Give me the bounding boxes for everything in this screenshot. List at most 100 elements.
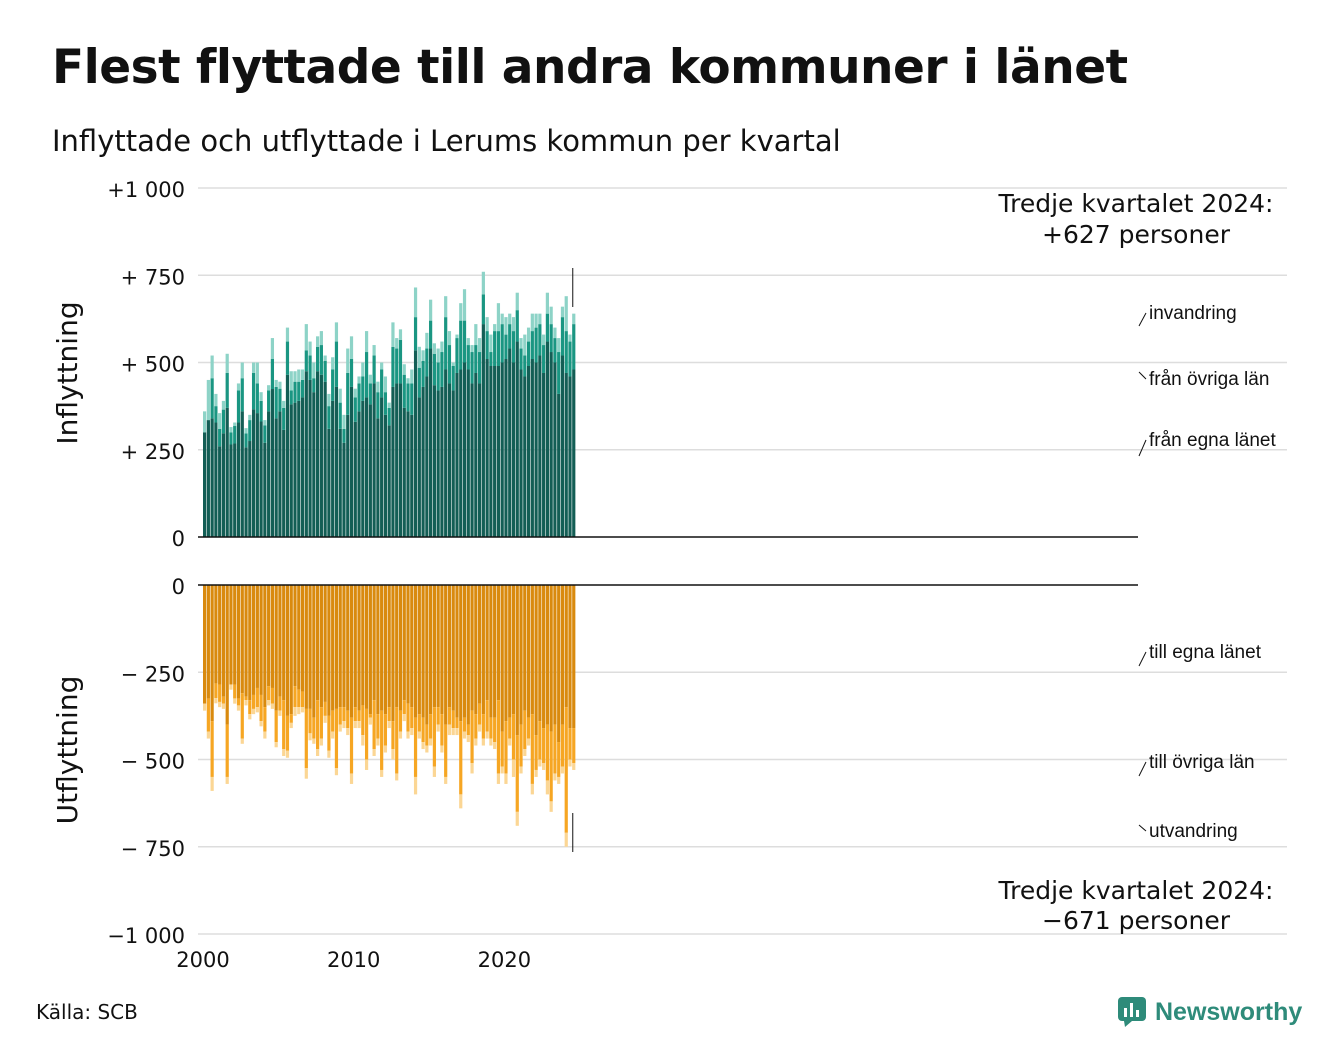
bar-in-ovriga [500,324,504,363]
bar-in-invandring [387,402,391,408]
bar-ut-utvandring [387,721,391,729]
series-label: till övriga län [1149,752,1255,773]
bar-ut-utvandring [410,728,414,736]
bar-in-egna [308,379,312,537]
bar-ut-ovriga [560,724,565,767]
bar-in-egna [545,341,549,537]
upper-y-axis-title: Inflyttning [51,301,84,444]
leader-line [1138,312,1147,327]
bar-in-ovriga [319,345,323,375]
bar-in-egna [466,369,470,537]
bar-ut-ovriga [553,724,557,774]
bar-chart-speech-bubble-icon [1118,997,1146,1027]
bar-ut-egna [319,585,323,708]
bar-in-invandring [553,327,557,339]
bar-in-ovriga [233,426,237,444]
bar-in-invandring [391,322,395,347]
bar-ut-utvandring [530,783,534,795]
bar-ut-egna [267,585,271,687]
bar-ut-utvandring [508,738,512,746]
bar-in-ovriga [526,341,531,366]
bar-in-egna [511,362,516,537]
bar-in-egna [413,350,418,537]
bar-in-invandring [395,338,399,349]
bar-in-egna [500,362,504,537]
bar-ut-egna [364,585,369,709]
bar-ut-ovriga [312,717,316,739]
bar-in-ovriga [364,352,369,398]
bar-in-ovriga [255,383,259,414]
bar-ut-ovriga [421,717,425,743]
bar-in-ovriga [274,386,278,419]
bar-ut-ovriga [304,708,308,769]
bar-ut-ovriga [481,714,485,739]
bar-in-egna [331,400,335,537]
bar-ut-egna [425,585,429,725]
bar-in-ovriga [304,350,308,372]
bar-ut-ovriga [316,700,320,750]
bar-ut-ovriga [455,717,459,729]
bar-ut-ovriga [206,698,210,732]
bar-in-ovriga [327,406,331,429]
brand-logo: Newsworthy [1117,996,1302,1028]
bar-in-ovriga [240,378,244,412]
lower-y-axis-title: Utflyttning [51,676,84,825]
bar-ut-utvandring [323,715,327,723]
bar-ut-egna [564,585,568,708]
bar-in-ovriga [267,390,271,412]
bar-ut-ovriga [413,717,418,777]
bar-in-invandring [357,376,361,384]
bar-in-egna [387,425,391,537]
bar-in-ovriga [519,348,523,370]
y-tick-label: −1 000 [107,924,185,948]
bar-in-invandring [534,313,538,328]
bar-ut-utvandring [304,768,308,779]
bar-ut-utvandring [293,707,297,716]
bar-in-ovriga [447,345,452,384]
bar-in-egna [493,365,497,537]
bar-ut-ovriga [368,714,372,718]
bar-ut-ovriga [402,700,406,715]
upper-annotation-line1: Tredje kvartalet 2024: [998,189,1274,218]
bar-in-egna [293,402,297,537]
bar-in-ovriga [300,379,305,398]
bar-in-ovriga [470,352,474,384]
bar-ut-ovriga [353,707,357,722]
bar-ut-utvandring [466,735,470,743]
bar-ut-ovriga [372,700,376,750]
bar-in-egna [255,413,259,537]
bar-in-ovriga [259,400,263,422]
bar-ut-utvandring [395,773,399,781]
bar-ut-ovriga [572,728,576,763]
bar-ut-utvandring [346,728,350,736]
bar-ut-ovriga [282,700,286,750]
bar-in-ovriga [451,365,455,391]
bar-ut-egna [500,585,504,732]
bar-ut-utvandring [538,759,542,767]
grid-lines [198,187,1287,935]
bar-in-invandring [413,287,418,318]
bar-ut-egna [308,585,312,709]
bar-in-ovriga [308,355,312,380]
bar-ut-utvandring [413,776,418,795]
bar-in-invandring [474,324,478,346]
bar-in-invandring [376,381,380,393]
bar-ut-egna [545,585,549,725]
bar-in-egna [334,386,339,537]
bar-ut-ovriga [395,707,399,774]
bar-ut-utvandring [361,735,365,746]
bar-in-invandring [342,414,346,429]
bar-in-invandring [436,348,440,363]
bar-ut-egna [285,585,290,716]
bar-ut-egna [304,585,308,709]
bar-ut-ovriga [549,731,553,802]
bar-in-ovriga [398,339,403,384]
bar-in-ovriga [485,331,489,360]
bar-in-egna [349,386,354,537]
bar-ut-egna [398,585,403,711]
bar-ut-egna [489,585,493,718]
bar-ut-utvandring [417,731,421,739]
bar-ut-ovriga [364,708,369,760]
bar-in-ovriga [410,383,414,415]
bar-ut-utvandring [534,769,538,777]
